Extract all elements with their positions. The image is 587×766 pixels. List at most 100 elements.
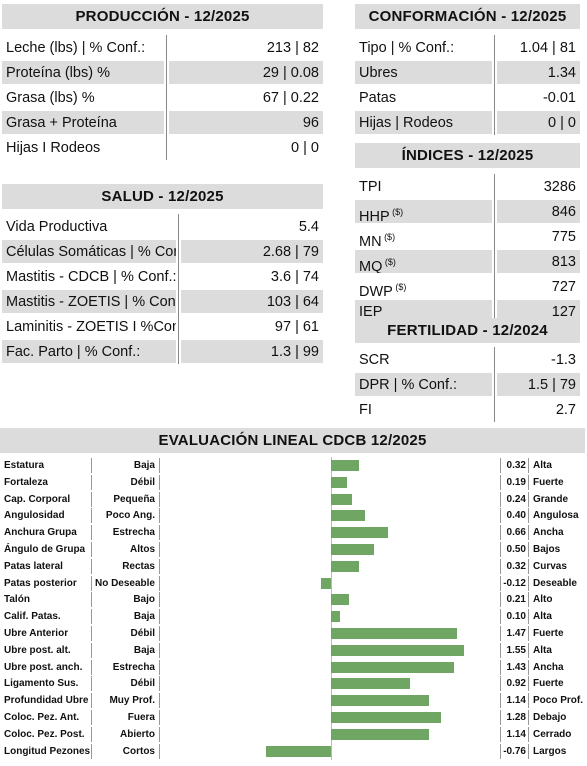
indices-label: DWP ($) xyxy=(359,282,407,298)
produccion-label: Leche (lbs) | % Conf.: xyxy=(6,40,146,56)
trait-value: 1.55 xyxy=(502,642,529,658)
trait-bar-cell xyxy=(159,557,501,575)
salud-label: Mastitis - CDCB | % Conf.: xyxy=(6,269,176,285)
evaluacion-row: Coloc. Pez. Post. Abierto 1.14 Cerrado xyxy=(0,725,585,743)
produccion-divider xyxy=(166,110,167,135)
evaluacion-row: Profundidad Ubre Muy Prof. 1.14 Poco Prof. xyxy=(0,692,585,710)
fertilidad-panel: FERTILIDAD - 12/2024 SCR -1.3 DPR | % Conf… xyxy=(355,318,580,422)
conformacion-row: Ubres 1.34 xyxy=(355,60,580,85)
trait-high-label: Angulosa xyxy=(533,510,579,522)
trait-name: Estatura xyxy=(0,458,92,473)
salud-label: Fac. Parto | % Conf.: xyxy=(2,340,176,363)
indices-panel: ÍNDICES - 12/2025 TPI 3286 HHP ($) 846 MN ($… xyxy=(355,143,580,324)
trait-bar xyxy=(331,627,458,639)
indices-currency-sup: ($) xyxy=(389,207,404,217)
indices-value: 775 xyxy=(551,229,576,245)
trait-low-label: Débil xyxy=(130,678,155,690)
fertilidad-value: -1.3 xyxy=(551,352,576,368)
evaluacion-row: Ligamento Sus. Débil 0.92 Fuerte xyxy=(0,675,585,693)
trait-bar xyxy=(331,543,374,555)
trait-name: Longitud Pezones xyxy=(0,743,92,759)
indices-row: HHP ($) 846 xyxy=(355,199,580,224)
trait-bar-cell xyxy=(159,624,501,642)
trait-bar-cell xyxy=(159,473,501,491)
trait-name: Ubre post. alt. xyxy=(0,642,92,658)
trait-bar xyxy=(331,611,340,623)
fertilidad-divider xyxy=(494,397,495,422)
trait-bar-cell xyxy=(159,725,501,743)
trait-low-label: Débil xyxy=(130,627,155,639)
produccion-value: 213 | 82 xyxy=(266,40,319,56)
fertilidad-row: SCR -1.3 xyxy=(355,347,580,372)
evaluacion-row: Coloc. Pez. Ant. Fuera 1.28 Debajo xyxy=(0,708,585,726)
salud-row: Células Somáticas | % Conf.: 2.68 | 79 xyxy=(2,239,323,264)
trait-high-label: Deseable xyxy=(533,577,577,589)
produccion-value: 67 | 0.22 xyxy=(262,90,319,106)
trait-value: 0.66 xyxy=(502,525,529,541)
salud-value: 97 | 61 xyxy=(274,319,319,335)
trait-name: Talón xyxy=(0,592,92,608)
trait-high-label: Fuerte xyxy=(533,678,564,690)
trait-bar-cell xyxy=(159,658,501,676)
trait-bar-cell xyxy=(159,608,501,626)
trait-name: Ángulo de Grupa xyxy=(0,541,92,557)
trait-name: Coloc. Pez. Ant. xyxy=(0,709,92,725)
trait-bar-cell xyxy=(159,641,501,659)
trait-high-label: Alto xyxy=(533,594,553,606)
fertilidad-row: FI 2.7 xyxy=(355,397,580,422)
trait-bar-cell xyxy=(159,457,501,474)
fertilidad-value: 1.5 | 79 xyxy=(497,373,580,396)
conformacion-row: Hijas | Rodeos 0 | 0 xyxy=(355,110,580,135)
produccion-label: Grasa + Proteína xyxy=(2,111,164,134)
conformacion-value: 0 | 0 xyxy=(497,111,580,134)
fertilidad-row: DPR | % Conf.: 1.5 | 79 xyxy=(355,372,580,397)
trait-bar-cell xyxy=(159,692,501,710)
evaluacion-row: Cap. Corporal Pequeña 0.24 Grande xyxy=(0,490,585,508)
conformacion-row: Patas -0.01 xyxy=(355,85,580,110)
evaluacion-row: Angulosidad Poco Ang. 0.40 Angulosa xyxy=(0,507,585,525)
conformacion-label: Hijas | Rodeos xyxy=(355,111,492,134)
conformacion-panel: CONFORMACIÓN - 12/2025 Tipo | % Conf.: 1.… xyxy=(355,4,580,135)
conformacion-row: Tipo | % Conf.: 1.04 | 81 xyxy=(355,35,580,60)
evaluacion-row: Calif. Patas. Baja 0.10 Alta xyxy=(0,608,585,626)
trait-low-label: Estrecha xyxy=(112,661,155,673)
trait-value: 0.19 xyxy=(502,474,529,490)
trait-value: 1.28 xyxy=(502,709,529,725)
indices-value: 846 xyxy=(497,200,580,223)
trait-name: Angulosidad xyxy=(0,508,92,524)
trait-high-label: Cerrado xyxy=(533,728,572,740)
indices-value: 813 xyxy=(497,250,580,273)
produccion-title: PRODUCCIÓN - 12/2025 xyxy=(2,4,323,29)
evaluacion-row: Ubre post. anch. Estrecha 1.43 Ancha xyxy=(0,658,585,676)
indices-title: ÍNDICES - 12/2025 xyxy=(355,143,580,168)
trait-high-label: Bajos xyxy=(533,543,561,555)
conformacion-value: 1.34 xyxy=(497,61,580,84)
produccion-row: Grasa (lbs) % 67 | 0.22 xyxy=(2,85,323,110)
indices-label: IEP xyxy=(355,300,492,323)
trait-bar xyxy=(331,661,454,673)
produccion-value: 29 | 0.08 xyxy=(169,61,323,84)
trait-bar-cell xyxy=(159,591,501,609)
conformacion-divider xyxy=(494,60,495,85)
evaluacion-row: Fortaleza Débil 0.19 Fuerte xyxy=(0,473,585,491)
trait-high-label: Ancha xyxy=(533,527,564,539)
trait-bar-cell xyxy=(159,675,501,693)
indices-label: HHP ($) xyxy=(355,200,492,223)
trait-high-label: Fuerte xyxy=(533,627,564,639)
produccion-value: 0 | 0 xyxy=(291,140,319,156)
trait-value: 1.43 xyxy=(502,659,529,675)
zero-axis xyxy=(331,574,332,592)
trait-high-label: Curvas xyxy=(533,560,567,572)
trait-low-label: Muy Prof. xyxy=(109,695,155,707)
evaluacion-row: Ángulo de Grupa Altos 0.50 Bajos xyxy=(0,540,585,558)
trait-value: 0.10 xyxy=(502,609,529,625)
produccion-row: Proteína (lbs) % 29 | 0.08 xyxy=(2,60,323,85)
salud-value: 103 | 64 xyxy=(181,290,323,313)
trait-value: 0.21 xyxy=(502,592,529,608)
trait-low-label: Débil xyxy=(130,476,155,488)
indices-row: DWP ($) 727 xyxy=(355,274,580,299)
trait-bar xyxy=(331,678,411,690)
trait-high-label: Grande xyxy=(533,493,569,505)
trait-low-label: Baja xyxy=(133,460,155,471)
salud-title: SALUD - 12/2025 xyxy=(2,184,323,209)
